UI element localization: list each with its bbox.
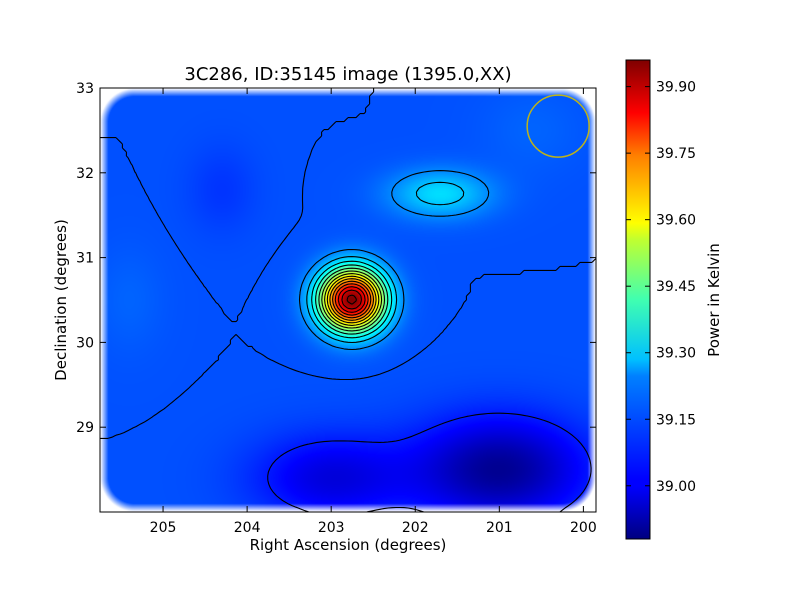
x-axis-label: Right Ascension (degrees) (250, 536, 447, 554)
contour-line (329, 278, 375, 321)
colorbar-tick-label: 39.75 (656, 146, 696, 162)
contour-line (341, 289, 363, 310)
y-tick-label: 32 (76, 166, 94, 182)
x-axis-ticks: 205 204 203 202 201 200 (150, 88, 597, 536)
beam-circle (526, 94, 590, 158)
contour-line (318, 267, 386, 332)
x-tick-label: 204 (234, 520, 261, 536)
x-tick-label: 201 (486, 520, 513, 536)
contour-line (326, 275, 377, 324)
x-tick-label: 202 (402, 520, 429, 536)
contour-line (311, 260, 393, 339)
contour-line (332, 280, 372, 319)
y-tick-label: 29 (76, 420, 94, 436)
heatmap-image (100, 88, 596, 512)
contour-line (324, 273, 380, 326)
contour-line (337, 286, 366, 313)
contour-line (267, 412, 592, 512)
contour-line (100, 88, 596, 439)
x-tick-label: 203 (318, 520, 345, 536)
contour-line (315, 264, 389, 335)
contour-line (321, 270, 383, 329)
x-tick-label: 205 (150, 520, 177, 536)
colorbar-tick-label: 39.60 (656, 213, 696, 229)
x-tick-label: 200 (570, 520, 597, 536)
colorbar-tick-label: 39.45 (656, 279, 696, 295)
y-axis-ticks: 29 30 31 32 33 (76, 81, 596, 436)
colorbar-tick-label: 39.30 (656, 346, 696, 362)
colorbar-label: Power in Kelvin (705, 243, 723, 357)
plot-frame (99, 87, 597, 513)
contour-lines (100, 88, 596, 512)
chart-title: 3C286, ID:35145 image (1395.0,XX) (184, 64, 511, 85)
heatmap-raster (100, 88, 596, 512)
y-axis-label: Declination (degrees) (52, 219, 70, 381)
y-tick-label: 30 (76, 335, 94, 351)
colorbar-ticks: 39.00 39.15 39.30 39.45 39.60 39.75 39.90 (626, 80, 696, 495)
contour-line (306, 181, 465, 344)
contour-line (298, 170, 490, 351)
contour-line (334, 283, 369, 316)
y-tick-label: 31 (76, 251, 94, 267)
colorbar-tick-label: 39.00 (656, 479, 696, 495)
colorbar (625, 59, 651, 540)
contour-line (346, 294, 357, 305)
colorbar-tick-label: 39.90 (656, 80, 696, 96)
y-tick-label: 33 (76, 81, 94, 97)
colorbar-tick-label: 39.15 (656, 412, 696, 428)
